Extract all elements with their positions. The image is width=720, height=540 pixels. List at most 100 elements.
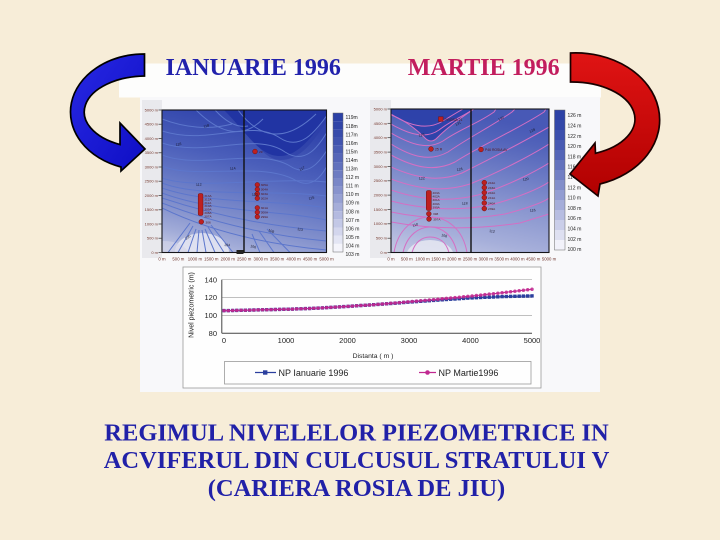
svg-text:300A: 300A	[261, 211, 269, 215]
svg-text:104 m: 104 m	[568, 227, 582, 233]
svg-text:131: 131	[455, 121, 462, 127]
svg-text:4500 m: 4500 m	[526, 257, 541, 262]
svg-text:400A: 400A	[433, 202, 441, 206]
svg-text:MARTIE 1996: MARTIE 1996	[408, 55, 560, 81]
svg-text:3000 m: 3000 m	[145, 164, 159, 169]
svg-text:397A: 397A	[433, 217, 441, 221]
svg-text:108: 108	[441, 233, 448, 238]
svg-text:104 m: 104 m	[346, 243, 360, 249]
svg-text:3000 m: 3000 m	[479, 257, 494, 262]
svg-text:4000: 4000	[462, 336, 479, 345]
svg-text:126 m: 126 m	[568, 113, 582, 119]
svg-text:(CARIERA ROSIA DE JIU): (CARIERA ROSIA DE JIU)	[208, 475, 505, 502]
svg-text:2000 m: 2000 m	[447, 257, 462, 262]
svg-text:122 m: 122 m	[568, 134, 582, 140]
svg-text:103 m: 103 m	[346, 252, 360, 258]
svg-text:3500 m: 3500 m	[145, 150, 159, 155]
svg-text:500 m: 500 m	[147, 236, 159, 241]
svg-text:3500 m: 3500 m	[374, 150, 388, 155]
svg-text:0 m: 0 m	[151, 250, 158, 255]
svg-text:116: 116	[175, 142, 181, 147]
svg-text:108: 108	[268, 228, 275, 234]
svg-text:140: 140	[204, 275, 217, 284]
svg-text:304A: 304A	[261, 188, 269, 192]
svg-text:118: 118	[462, 201, 468, 206]
svg-text:0 m: 0 m	[387, 257, 395, 262]
svg-text:401A: 401A	[433, 198, 441, 202]
svg-text:1500 m: 1500 m	[374, 207, 388, 212]
svg-text:113m: 113m	[346, 167, 358, 173]
svg-text:398: 398	[433, 212, 438, 216]
svg-text:3500 m: 3500 m	[270, 257, 285, 262]
svg-text:112: 112	[196, 183, 202, 187]
svg-text:124 m: 124 m	[568, 124, 582, 130]
svg-text:0 m: 0 m	[158, 257, 166, 262]
svg-text:111 m: 111 m	[346, 184, 359, 190]
svg-text:104: 104	[224, 243, 230, 247]
svg-text:106 m: 106 m	[568, 216, 582, 222]
svg-text:3000 m: 3000 m	[374, 164, 388, 169]
svg-text:4000 m: 4000 m	[374, 135, 388, 140]
svg-text:305A: 305A	[261, 183, 269, 187]
svg-text:105 m: 105 m	[346, 235, 360, 241]
svg-text:306: 306	[206, 220, 211, 224]
svg-text:2500 m: 2500 m	[145, 179, 159, 184]
svg-text:112 m: 112 m	[568, 185, 582, 191]
svg-text:310A: 310A	[204, 204, 212, 208]
svg-text:5000: 5000	[524, 336, 541, 345]
svg-text:106: 106	[250, 244, 257, 249]
svg-text:P46 ROSIA AV: P46 ROSIA AV	[485, 148, 508, 152]
svg-text:309A: 309A	[204, 208, 212, 212]
svg-text:116: 116	[530, 208, 536, 213]
svg-text:303A: 303A	[261, 192, 269, 196]
svg-text:Distanta ( m ): Distanta ( m )	[353, 353, 394, 360]
svg-text:4000 m: 4000 m	[286, 257, 301, 262]
svg-text:239A: 239A	[488, 207, 496, 211]
svg-text:2000 m: 2000 m	[221, 257, 236, 262]
svg-text:0 m: 0 m	[380, 250, 387, 255]
svg-text:120: 120	[204, 293, 217, 302]
svg-text:1000 m: 1000 m	[188, 257, 203, 262]
svg-text:313A: 313A	[204, 194, 212, 198]
svg-text:299A: 299A	[261, 215, 269, 219]
svg-text:122: 122	[419, 176, 425, 181]
svg-text:REGIMUL NIVELELOR PIEZOMETRICE: REGIMUL NIVELELOR PIEZOMETRICE IN	[104, 420, 609, 447]
svg-text:244A: 244A	[488, 181, 496, 185]
svg-text:5000 m: 5000 m	[542, 257, 557, 262]
svg-text:243A: 243A	[488, 186, 496, 190]
svg-text:3000 m: 3000 m	[254, 257, 269, 262]
svg-text:118m: 118m	[346, 124, 358, 130]
svg-text:402A: 402A	[433, 195, 441, 199]
svg-text:IANUARIE 1996: IANUARIE 1996	[166, 55, 341, 81]
svg-text:3500 m: 3500 m	[494, 257, 509, 262]
svg-text:301A: 301A	[261, 206, 269, 210]
svg-text:105: 105	[184, 234, 191, 241]
svg-text:4000 m: 4000 m	[145, 136, 159, 141]
svg-text:119m: 119m	[346, 115, 358, 121]
svg-text:1000 m: 1000 m	[374, 221, 388, 226]
svg-text:399A: 399A	[433, 205, 441, 209]
svg-text:1000: 1000	[278, 336, 295, 345]
svg-text:29: 29	[259, 150, 263, 154]
svg-text:Nivel piezometric (m): Nivel piezometric (m)	[189, 272, 196, 338]
svg-text:2500 m: 2500 m	[237, 257, 252, 262]
svg-text:129: 129	[418, 133, 425, 138]
svg-text:4000 m: 4000 m	[510, 257, 525, 262]
svg-text:5000 m: 5000 m	[374, 106, 388, 111]
svg-text:120: 120	[522, 177, 529, 182]
svg-text:110: 110	[412, 222, 419, 228]
svg-text:500 m: 500 m	[376, 236, 388, 241]
svg-text:107 m: 107 m	[346, 218, 360, 224]
svg-text:311A: 311A	[204, 201, 212, 205]
svg-text:112 m: 112 m	[346, 175, 360, 181]
svg-text:240A: 240A	[488, 201, 496, 205]
svg-text:312A: 312A	[204, 197, 212, 201]
svg-text:124: 124	[456, 167, 463, 172]
svg-text:117m: 117m	[346, 132, 358, 138]
svg-text:4500 m: 4500 m	[145, 122, 159, 127]
svg-text:110 m: 110 m	[568, 196, 582, 202]
svg-text:25 R: 25 R	[435, 148, 443, 152]
svg-text:307A: 307A	[204, 214, 212, 218]
svg-text:241A: 241A	[488, 196, 496, 200]
svg-text:2500 m: 2500 m	[463, 257, 478, 262]
